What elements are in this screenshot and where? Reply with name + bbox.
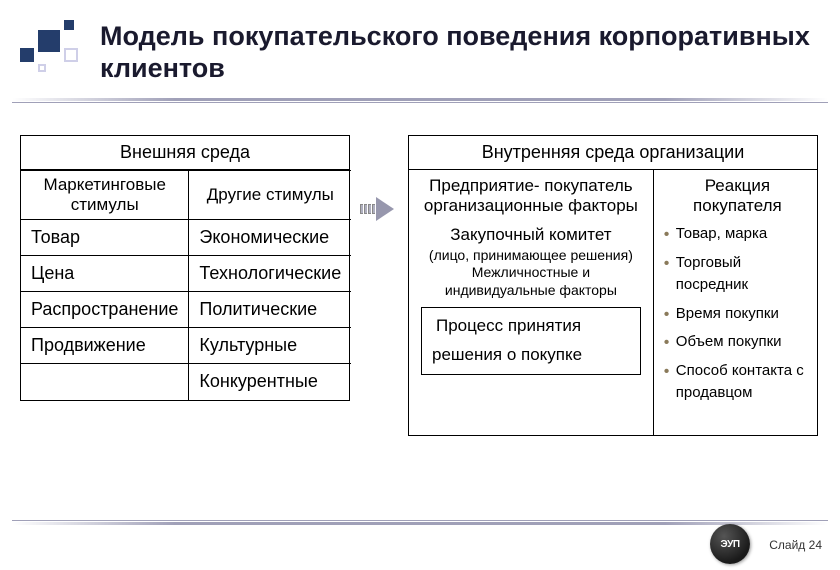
stimuli-cell: Распространение <box>21 292 189 328</box>
committee-label: Закупочный комитет <box>417 225 645 245</box>
reaction-list: Товар, марка Торговый посредник Время по… <box>664 223 811 405</box>
process-line: Процесс принятия <box>428 312 634 341</box>
reaction-header: Реакция покупателя <box>664 176 811 215</box>
committee-subtext: (лицо, принимающее решения) Межличностны… <box>417 247 645 300</box>
stimuli-cell: Продвижение <box>21 328 189 364</box>
reaction-item: Торговый посредник <box>664 252 811 297</box>
stimuli-cell: Экономические <box>189 220 351 256</box>
process-line: решения о покупке <box>428 341 634 370</box>
stimuli-cell: Конкурентные <box>189 364 351 400</box>
org-factors-column: Предприятие- покупатель организационные … <box>409 170 654 435</box>
reaction-item: Товар, марка <box>664 223 811 246</box>
logo-badge: ЭУП <box>710 524 750 564</box>
stimuli-cell: Технологические <box>189 256 351 292</box>
stimuli-cell: Политические <box>189 292 351 328</box>
title-decor <box>20 20 80 80</box>
org-factors-header: Предприятие- покупатель организационные … <box>417 176 645 217</box>
stimuli-table: Маркетинговые стимулы Другие стимулы Тов… <box>21 170 351 400</box>
title-underline <box>12 98 828 101</box>
decision-process-box: Процесс принятия решения о покупке <box>421 307 641 375</box>
external-env-block: Внешняя среда Маркетинговые стимулы Друг… <box>20 135 350 401</box>
internal-env-header: Внутренняя среда организации <box>409 136 817 170</box>
reaction-item: Время покупки <box>664 303 811 326</box>
footer-underline-thin <box>12 520 828 521</box>
reaction-item: Способ контакта с продавцом <box>664 360 811 405</box>
internal-env-block: Внутренняя среда организации Предприятие… <box>408 135 818 436</box>
buyer-reaction-column: Реакция покупателя Товар, марка Торговый… <box>654 170 817 435</box>
other-stimuli-header: Другие стимулы <box>189 171 351 220</box>
stimuli-cell <box>21 364 189 400</box>
stimuli-cell: Культурные <box>189 328 351 364</box>
diagram-content: Внешняя среда Маркетинговые стимулы Друг… <box>20 135 820 510</box>
footer-underline <box>12 522 828 525</box>
external-env-header: Внешняя среда <box>21 136 349 170</box>
reaction-item: Объем покупки <box>664 331 811 354</box>
marketing-stimuli-header: Маркетинговые стимулы <box>21 171 189 220</box>
stimuli-cell: Товар <box>21 220 189 256</box>
slide-number: Слайд 24 <box>769 538 822 552</box>
title-underline-thin <box>12 102 828 103</box>
page-title: Модель покупательского поведения корпора… <box>100 20 840 85</box>
arrow-icon <box>360 197 394 221</box>
logo-text: ЭУП <box>720 539 739 550</box>
stimuli-cell: Цена <box>21 256 189 292</box>
